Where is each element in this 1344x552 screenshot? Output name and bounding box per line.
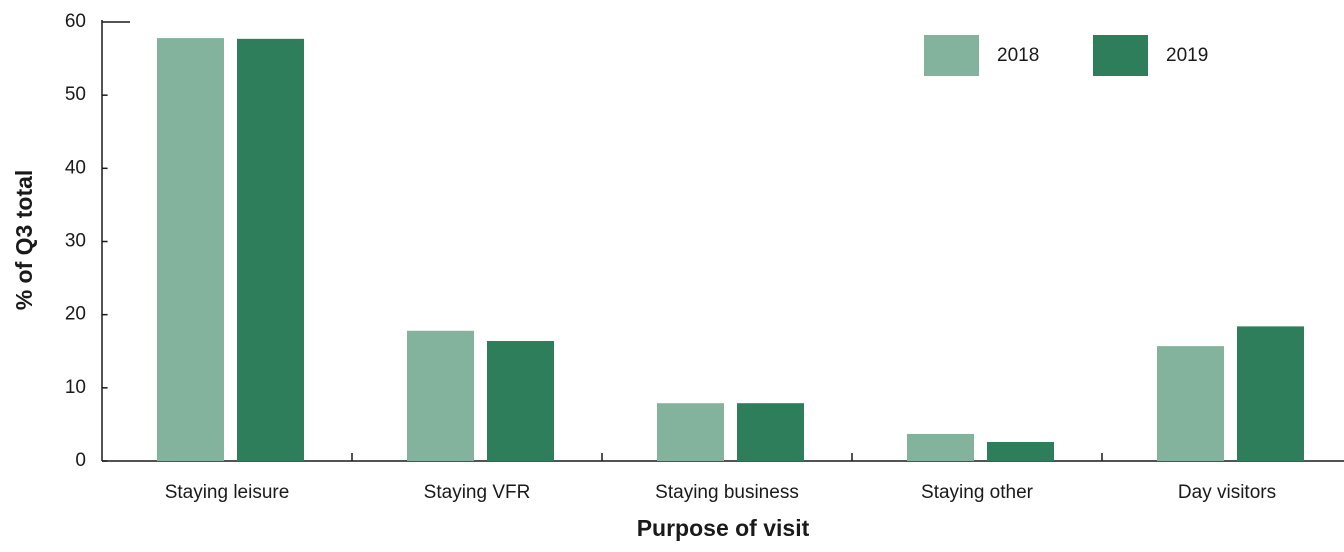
legend-label: 2019 (1166, 45, 1208, 66)
y-tick-label: 10 (65, 377, 86, 398)
bar (157, 38, 224, 461)
y-tick-label: 60 (65, 11, 86, 32)
bar (237, 38, 304, 461)
bar (987, 441, 1054, 461)
y-tick-label: 0 (75, 450, 86, 471)
x-tick-label: Day visitors (1178, 482, 1276, 503)
x-tick-label: Staying other (921, 482, 1034, 503)
bar (487, 341, 554, 461)
y-tick-label: 50 (65, 84, 86, 105)
x-tick-label: Staying leisure (165, 482, 290, 503)
bar (407, 330, 474, 461)
legend-label: 2018 (997, 45, 1039, 66)
y-axis-title: % of Q3 total (11, 170, 37, 311)
bar (737, 403, 804, 461)
x-tick-label: Staying business (655, 482, 799, 503)
bar (1157, 346, 1224, 461)
legend-swatch (924, 35, 979, 76)
bar (657, 403, 724, 461)
bar (907, 433, 974, 461)
legend-swatch (1093, 35, 1148, 76)
x-axis-title: Purpose of visit (637, 515, 810, 541)
y-tick-label: 30 (65, 231, 86, 252)
y-tick-label: 20 (65, 304, 86, 325)
bar (1237, 326, 1304, 461)
y-tick-label: 40 (65, 157, 86, 178)
x-tick-label: Staying VFR (424, 482, 531, 503)
